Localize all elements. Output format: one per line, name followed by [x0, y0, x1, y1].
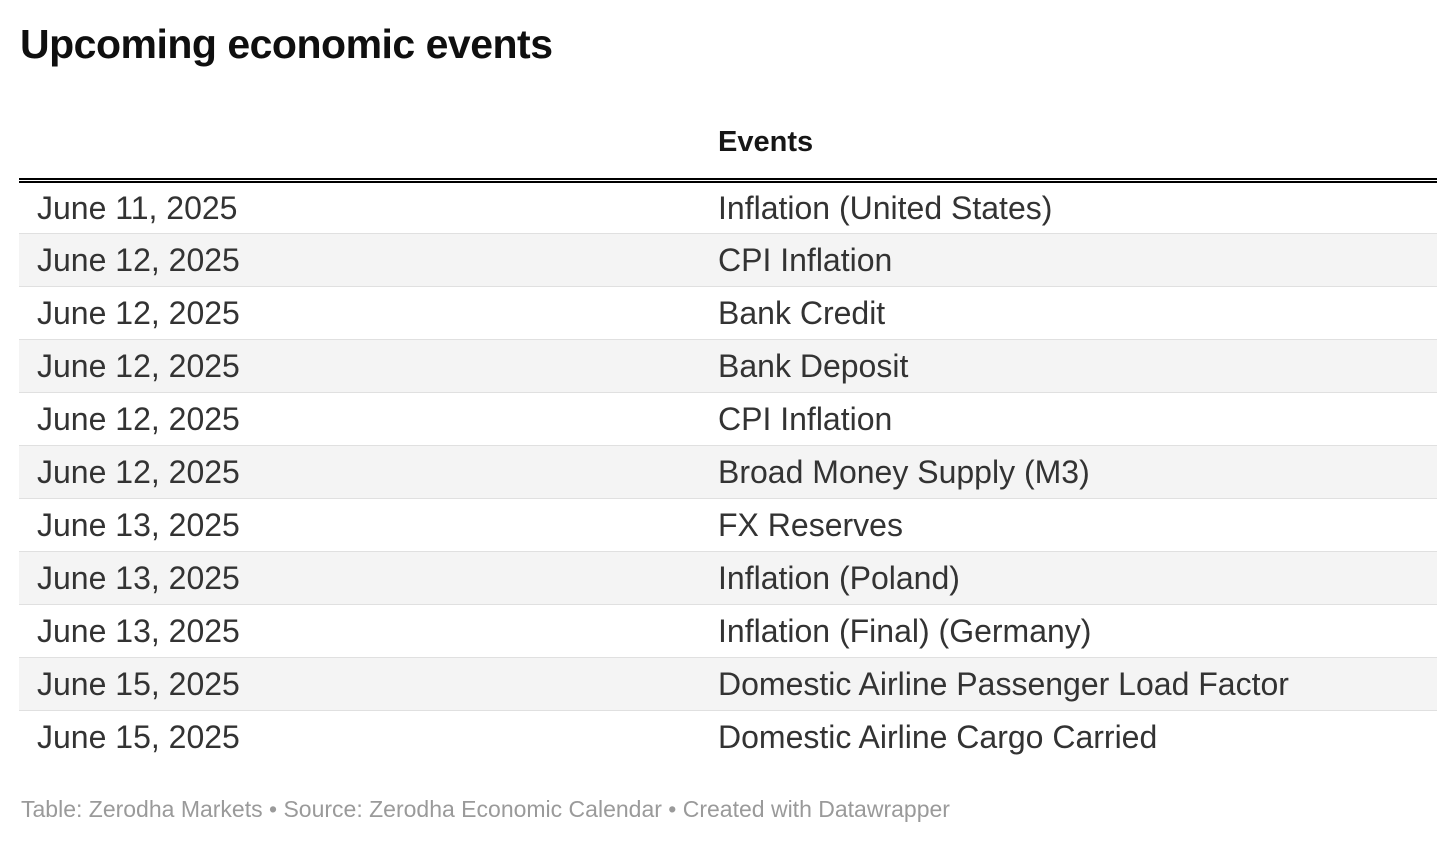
event-cell: FX Reserves	[700, 498, 1437, 552]
table-row: June 11, 2025 Inflation (United States)	[19, 181, 1437, 234]
footer-table-label: Table:	[21, 795, 89, 822]
event-cell: Bank Credit	[700, 286, 1437, 340]
table-row: June 12, 2025 Broad Money Supply (M3)	[19, 445, 1437, 499]
date-cell: June 15, 2025	[19, 657, 700, 711]
page-title: Upcoming economic events	[20, 21, 553, 67]
date-cell: June 13, 2025	[19, 498, 700, 552]
table-row: June 15, 2025 Domestic Airline Cargo Car…	[19, 710, 1437, 764]
table-row: June 12, 2025 CPI Inflation	[19, 392, 1437, 446]
table-row: June 12, 2025 CPI Inflation	[19, 233, 1437, 287]
date-cell: June 11, 2025	[37, 189, 238, 226]
footer-created-label: Created with	[682, 795, 819, 822]
event-cell: Inflation (Final) (Germany)	[700, 604, 1437, 658]
table-row: June 13, 2025 Inflation (Final) (Germany…	[19, 604, 1437, 658]
event-cell: CPI Inflation	[700, 233, 1437, 287]
event-cell: Broad Money Supply (M3)	[700, 445, 1437, 499]
footer-data-source-link[interactable]: Zerodha Economic Calendar	[369, 795, 662, 822]
footer-table-source-link[interactable]: Zerodha Markets	[88, 795, 263, 822]
date-cell: June 12, 2025	[19, 339, 700, 393]
date-cell: June 12, 2025	[19, 392, 700, 446]
footer-separator: •	[262, 795, 284, 822]
economic-events-table: Events June 11, 2025 Inflation (United S…	[19, 127, 1437, 764]
event-cell: Inflation (United States)	[718, 189, 1053, 226]
table-row: June 13, 2025 Inflation (Poland)	[19, 551, 1437, 605]
event-cell: Domestic Airline Cargo Carried	[700, 710, 1437, 764]
table-row: June 12, 2025 Bank Credit	[19, 286, 1437, 340]
date-cell: June 12, 2025	[19, 286, 700, 340]
attribution-footer: Table: Zerodha Markets • Source: Zerodha…	[21, 796, 1436, 823]
footer-separator: •	[661, 795, 683, 822]
event-cell: Inflation (Poland)	[700, 551, 1437, 605]
date-cell: June 13, 2025	[19, 551, 700, 605]
date-cell: June 15, 2025	[19, 710, 700, 764]
date-cell: June 12, 2025	[19, 233, 700, 287]
col-header-date-empty	[19, 127, 700, 183]
col-header-events: Events	[700, 127, 1437, 183]
event-cell: Bank Deposit	[700, 339, 1437, 393]
footer-source-label: Source:	[283, 795, 370, 822]
date-cell: June 13, 2025	[19, 604, 700, 658]
table-row: June 12, 2025 Bank Deposit	[19, 339, 1437, 393]
table-row: June 13, 2025 FX Reserves	[19, 498, 1437, 552]
table-header-row: Events	[19, 127, 1437, 183]
event-cell: CPI Inflation	[700, 392, 1437, 446]
footer-datawrapper-link[interactable]: Datawrapper	[818, 795, 950, 822]
event-cell: Domestic Airline Passenger Load Factor	[700, 657, 1437, 711]
date-cell: June 12, 2025	[19, 445, 700, 499]
table-row: June 15, 2025 Domestic Airline Passenger…	[19, 657, 1437, 711]
